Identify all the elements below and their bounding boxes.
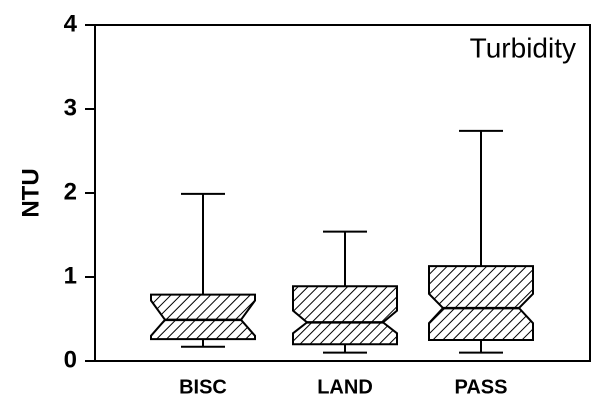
y-tick-label: 1 [64, 262, 77, 289]
box [292, 285, 398, 346]
y-tick-label: 4 [64, 10, 78, 37]
x-tick-label: LAND [317, 376, 373, 398]
box [428, 265, 534, 341]
x-tick-label: PASS [455, 376, 508, 398]
box [150, 293, 256, 341]
x-tick-label: BISC [179, 376, 227, 398]
y-tick-label: 3 [64, 94, 77, 121]
y-tick-label: 0 [64, 346, 77, 373]
y-axis-label: NTU [17, 168, 44, 217]
y-tick-label: 2 [64, 178, 77, 205]
annotation: Turbidity [470, 32, 576, 63]
